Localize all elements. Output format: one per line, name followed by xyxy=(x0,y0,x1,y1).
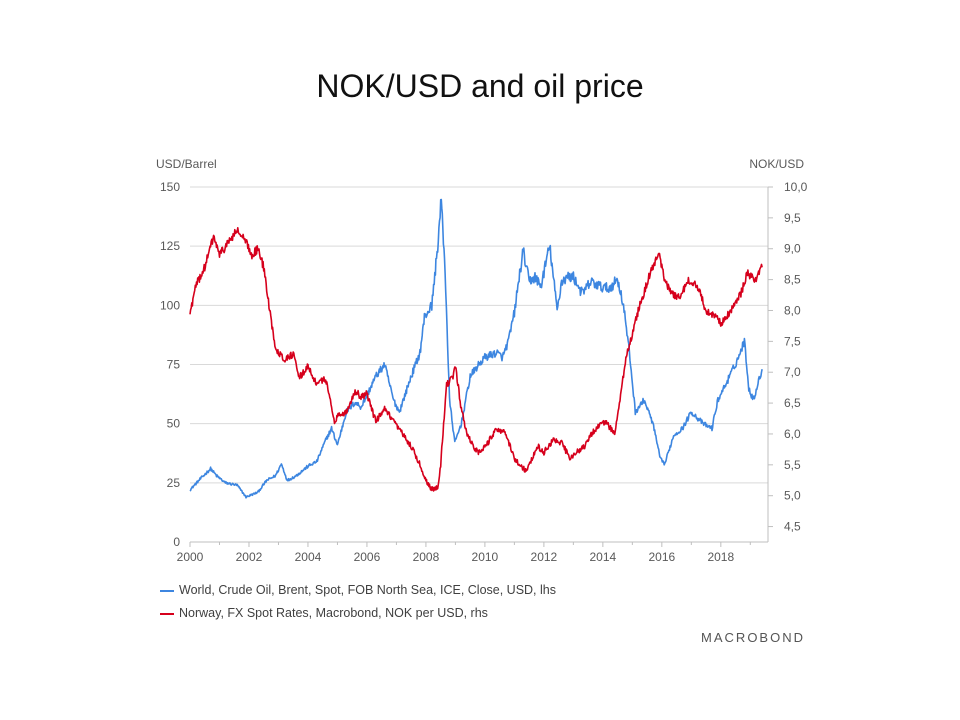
legend-swatch-nok xyxy=(160,612,174,615)
legend-item-nok: Norway, FX Spot Rates, Macrobond, NOK pe… xyxy=(160,606,488,620)
x-tick-label: 2000 xyxy=(177,550,204,564)
x-tick-label: 2004 xyxy=(295,550,322,564)
legend-swatch-oil xyxy=(160,589,174,592)
right-tick-label: 10,0 xyxy=(784,180,808,194)
series-line-oil xyxy=(189,198,763,499)
right-tick-label: 9,5 xyxy=(784,211,801,225)
legend-item-oil: World, Crude Oil, Brent, Spot, FOB North… xyxy=(160,583,556,597)
left-axis-ticks: 0 25 50 75 100 125 150 xyxy=(160,180,180,549)
right-tick-label: 6,0 xyxy=(784,427,801,441)
chart-title: NOK/USD and oil price xyxy=(316,68,644,104)
x-tick-label: 2014 xyxy=(590,550,617,564)
legend-label-nok: Norway, FX Spot Rates, Macrobond, NOK pe… xyxy=(179,606,488,620)
x-tick-label: 2008 xyxy=(413,550,440,564)
x-tick-label: 2018 xyxy=(707,550,734,564)
legend-label-oil: World, Crude Oil, Brent, Spot, FOB North… xyxy=(179,583,556,597)
right-tick-label: 4,5 xyxy=(784,520,801,534)
left-tick-label: 50 xyxy=(167,417,181,431)
right-tick-label: 7,5 xyxy=(784,334,801,348)
x-tick-label: 2002 xyxy=(236,550,263,564)
right-tick-label: 6,5 xyxy=(784,396,801,410)
left-tick-label: 100 xyxy=(160,298,180,312)
left-tick-label: 150 xyxy=(160,180,180,194)
series-lines xyxy=(189,198,763,499)
left-tick-label: 75 xyxy=(167,358,181,372)
right-axis-unit: NOK/USD xyxy=(749,157,804,171)
right-tick-label: 9,0 xyxy=(784,242,801,256)
left-axis-unit: USD/Barrel xyxy=(156,157,217,171)
right-tick-label: 8,5 xyxy=(784,273,801,287)
right-tick-label: 7,0 xyxy=(784,365,801,379)
left-tick-label: 125 xyxy=(160,239,180,253)
x-tick-label: 2006 xyxy=(354,550,381,564)
right-tick-label: 8,0 xyxy=(784,303,801,317)
x-tick-label: 2016 xyxy=(648,550,675,564)
right-tick-label: 5,5 xyxy=(784,458,801,472)
right-tick-label: 5,0 xyxy=(784,489,801,503)
macrobond-logo: MACROBOND xyxy=(701,630,805,645)
x-axis-ticks: 2000 2002 2004 2006 2008 2010 2012 2014 2016 2018 xyxy=(177,541,768,564)
series-line-nok xyxy=(189,227,763,492)
left-tick-label: 0 xyxy=(173,535,180,549)
x-tick-label: 2012 xyxy=(531,550,558,564)
right-axis-ticks: 4,5 5,0 5,5 6,0 6,5 7,0 7,5 8,0 8,5 9,0 9,5 10,0 xyxy=(767,180,808,542)
left-tick-label: 25 xyxy=(167,476,181,490)
x-tick-label: 2010 xyxy=(472,550,499,564)
